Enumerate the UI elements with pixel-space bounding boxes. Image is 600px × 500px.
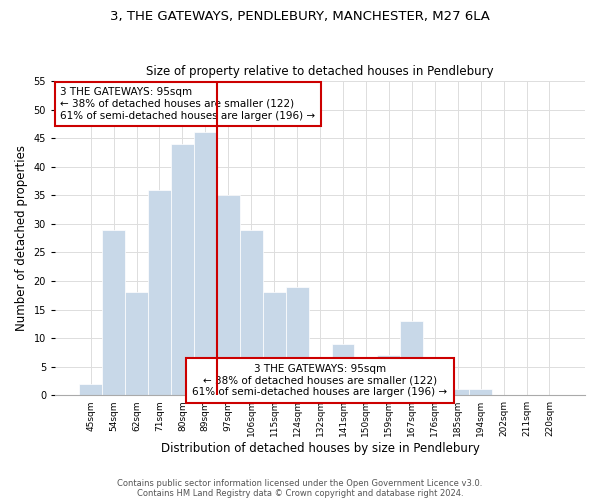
Bar <box>469 390 492 395</box>
Bar <box>423 372 446 395</box>
Bar <box>240 230 263 395</box>
Bar <box>263 292 286 395</box>
Bar <box>79 384 102 395</box>
Bar <box>400 321 423 395</box>
Bar <box>308 366 332 395</box>
Y-axis label: Number of detached properties: Number of detached properties <box>15 145 28 331</box>
Text: Contains HM Land Registry data © Crown copyright and database right 2024.: Contains HM Land Registry data © Crown c… <box>137 488 463 498</box>
Bar <box>148 190 171 395</box>
Bar <box>355 378 377 395</box>
Bar <box>171 144 194 395</box>
Bar <box>125 292 148 395</box>
Text: Contains public sector information licensed under the Open Government Licence v3: Contains public sector information licen… <box>118 478 482 488</box>
Title: Size of property relative to detached houses in Pendlebury: Size of property relative to detached ho… <box>146 66 494 78</box>
Bar <box>102 230 125 395</box>
Bar <box>332 344 355 395</box>
Bar <box>286 286 308 395</box>
Text: 3, THE GATEWAYS, PENDLEBURY, MANCHESTER, M27 6LA: 3, THE GATEWAYS, PENDLEBURY, MANCHESTER,… <box>110 10 490 23</box>
Bar <box>217 196 240 395</box>
X-axis label: Distribution of detached houses by size in Pendlebury: Distribution of detached houses by size … <box>161 442 479 455</box>
Bar <box>377 355 400 395</box>
Bar <box>194 132 217 395</box>
Bar <box>446 390 469 395</box>
Text: 3 THE GATEWAYS: 95sqm
← 38% of detached houses are smaller (122)
61% of semi-det: 3 THE GATEWAYS: 95sqm ← 38% of detached … <box>193 364 448 397</box>
Text: 3 THE GATEWAYS: 95sqm
← 38% of detached houses are smaller (122)
61% of semi-det: 3 THE GATEWAYS: 95sqm ← 38% of detached … <box>61 88 316 120</box>
